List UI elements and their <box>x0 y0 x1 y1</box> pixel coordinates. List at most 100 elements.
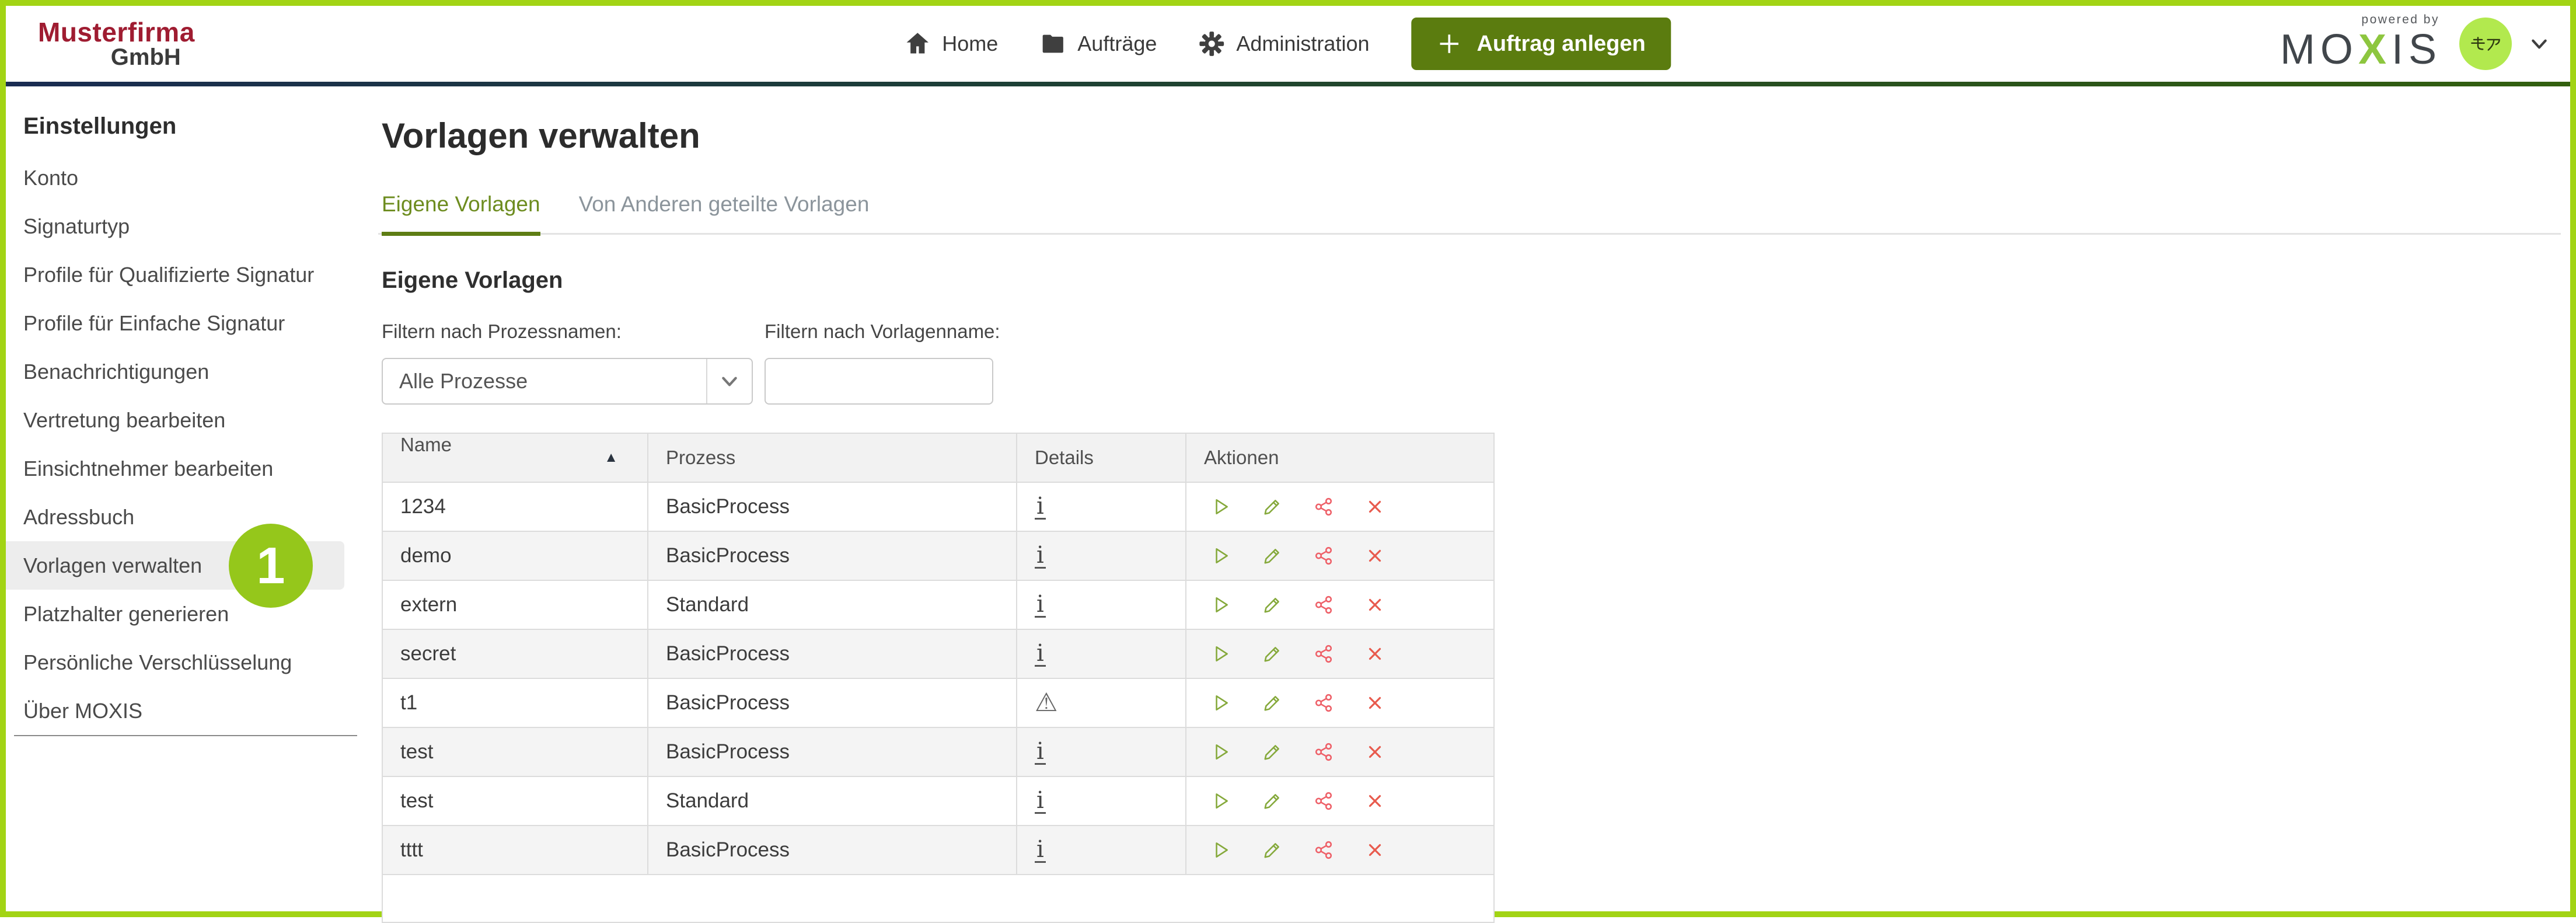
company-name: Musterfirma <box>38 16 195 47</box>
powered-by-text: powered by <box>2361 13 2439 26</box>
edit-template-icon[interactable] <box>1262 644 1282 664</box>
share-template-icon[interactable] <box>1314 595 1334 615</box>
cell-process: BasicProcess <box>647 629 1017 679</box>
sidebar-item-5[interactable]: Vertretung bearbeiten <box>6 396 363 444</box>
sidebar-item-1[interactable]: Signaturtyp <box>6 202 363 250</box>
share-template-icon[interactable] <box>1314 742 1334 762</box>
info-icon[interactable]: i <box>1035 593 1046 618</box>
info-icon[interactable]: i <box>1035 789 1046 814</box>
table-row: tttt BasicProcess i ⚠ <box>382 825 1495 875</box>
share-template-icon[interactable] <box>1314 791 1334 811</box>
edit-template-icon[interactable] <box>1262 742 1282 762</box>
sidebar-heading: Einstellungen <box>23 113 177 139</box>
run-template-icon[interactable] <box>1211 840 1231 860</box>
sidebar-divider <box>14 735 357 736</box>
share-template-icon[interactable] <box>1314 497 1334 517</box>
table-row: extern Standard i ⚠ <box>382 580 1495 630</box>
nav-item-home[interactable]: Home <box>905 31 998 57</box>
create-order-button[interactable]: Auftrag anlegen <box>1411 18 1671 70</box>
process-filter-select[interactable]: Alle Prozesse <box>382 358 753 405</box>
templates-table: Name ▲ Prozess Details Aktionen 1234 Basi… <box>382 433 1495 923</box>
moxis-logo[interactable]: powered by MOXIS <box>2280 13 2442 73</box>
sidebar-item-11[interactable]: Über MOXIS <box>6 687 363 735</box>
run-template-icon[interactable] <box>1211 595 1231 615</box>
table-row: secret BasicProcess i ⚠ <box>382 629 1495 679</box>
sidebar-item-2[interactable]: Profile für Qualifizierte Signatur <box>6 250 363 299</box>
cell-name: 1234 <box>382 482 648 532</box>
warning-icon[interactable]: ⚠ <box>1035 688 1058 717</box>
sidebar-item-label: Konto <box>23 165 79 190</box>
share-template-icon[interactable] <box>1314 693 1334 713</box>
delete-template-icon[interactable] <box>1365 644 1385 664</box>
cell-name: extern <box>382 580 648 630</box>
nav-label-auftraege: Aufträge <box>1077 32 1157 55</box>
edit-template-icon[interactable] <box>1262 595 1282 615</box>
run-template-icon[interactable] <box>1211 742 1231 762</box>
info-icon[interactable]: i <box>1035 838 1046 863</box>
edit-template-icon[interactable] <box>1262 546 1282 566</box>
sidebar-item-8[interactable]: Vorlagen verwalten 1 <box>6 523 344 608</box>
sidebar-item-6[interactable]: Einsichtnehmer bearbeiten <box>6 444 363 493</box>
sidebar-item-4[interactable]: Benachrichtigungen <box>6 347 363 396</box>
delete-template-icon[interactable] <box>1365 840 1385 860</box>
tab-eigene-vorlagen[interactable]: Eigene Vorlagen <box>382 192 540 236</box>
info-icon[interactable]: i <box>1035 544 1046 569</box>
edit-template-icon[interactable] <box>1262 497 1282 517</box>
share-template-icon[interactable] <box>1314 546 1334 566</box>
cell-process: Standard <box>647 580 1017 630</box>
cell-name: demo <box>382 531 648 581</box>
delete-template-icon[interactable] <box>1365 595 1385 615</box>
delete-template-icon[interactable] <box>1365 546 1385 566</box>
run-template-icon[interactable] <box>1211 546 1231 566</box>
edit-template-icon[interactable] <box>1262 840 1282 860</box>
cell-process: BasicProcess <box>647 825 1017 875</box>
info-icon[interactable]: i <box>1035 740 1046 765</box>
info-icon[interactable]: i <box>1035 494 1046 520</box>
table-header-row: Name ▲ Prozess Details Aktionen <box>382 433 1495 483</box>
sidebar-item-7[interactable]: Adressbuch <box>6 493 363 541</box>
filter-bar: Filtern nach Prozessnamen: Alle Prozesse… <box>382 321 2561 405</box>
sidebar-items: Konto Signaturtyp Profile für Qualifizie… <box>6 154 363 735</box>
share-template-icon[interactable] <box>1314 840 1334 860</box>
cell-details: i ⚠ <box>1016 629 1186 679</box>
avatar-initials-icon <box>2471 37 2500 51</box>
tab-bar: Eigene Vorlagen Von Anderen geteilte Vor… <box>378 192 2561 236</box>
run-template-icon[interactable] <box>1211 791 1231 811</box>
nav-item-administration[interactable]: Administration <box>1199 31 1369 57</box>
tab-geteilte-vorlagen[interactable]: Von Anderen geteilte Vorlagen <box>578 192 870 216</box>
nav-item-auftraege[interactable]: Aufträge <box>1040 31 1157 57</box>
delete-template-icon[interactable] <box>1365 497 1385 517</box>
cell-details: i ⚠ <box>1016 482 1186 532</box>
name-filter-label: Filtern nach Vorlagenname: <box>765 321 1000 342</box>
delete-template-icon[interactable] <box>1365 791 1385 811</box>
sidebar-item-10[interactable]: Persönliche Verschlüsselung <box>6 638 363 687</box>
table-row: t1 BasicProcess i ⚠ <box>382 678 1495 728</box>
account-menu-chevron-icon[interactable] <box>2529 34 2549 54</box>
sidebar-item-9[interactable]: Platzhalter generieren <box>6 590 363 638</box>
cell-actions <box>1185 825 1495 875</box>
info-icon[interactable]: i <box>1035 642 1046 667</box>
main-panel: Vorlagen verwalten Eigene Vorlagen Von A… <box>363 86 2570 923</box>
edit-template-icon[interactable] <box>1262 693 1282 713</box>
cell-name: tttt <box>382 825 648 875</box>
cell-actions <box>1185 776 1495 826</box>
cell-actions <box>1185 580 1495 630</box>
run-template-icon[interactable] <box>1211 497 1231 517</box>
cell-process: BasicProcess <box>647 482 1017 532</box>
table-footer-cell <box>382 874 1495 923</box>
run-template-icon[interactable] <box>1211 693 1231 713</box>
process-filter-label: Filtern nach Prozessnamen: <box>382 321 622 342</box>
delete-template-icon[interactable] <box>1365 693 1385 713</box>
cell-name: secret <box>382 629 648 679</box>
column-header-name[interactable]: Name ▲ <box>382 433 648 483</box>
name-filter-input[interactable] <box>765 358 993 405</box>
run-template-icon[interactable] <box>1211 644 1231 664</box>
sidebar-item-3[interactable]: Profile für Einfache Signatur <box>6 299 363 347</box>
user-avatar[interactable] <box>2459 18 2512 70</box>
delete-template-icon[interactable] <box>1365 742 1385 762</box>
sidebar-item-0[interactable]: Konto <box>6 154 363 202</box>
nav-label-home: Home <box>942 32 999 55</box>
edit-template-icon[interactable] <box>1262 791 1282 811</box>
share-template-icon[interactable] <box>1314 644 1334 664</box>
